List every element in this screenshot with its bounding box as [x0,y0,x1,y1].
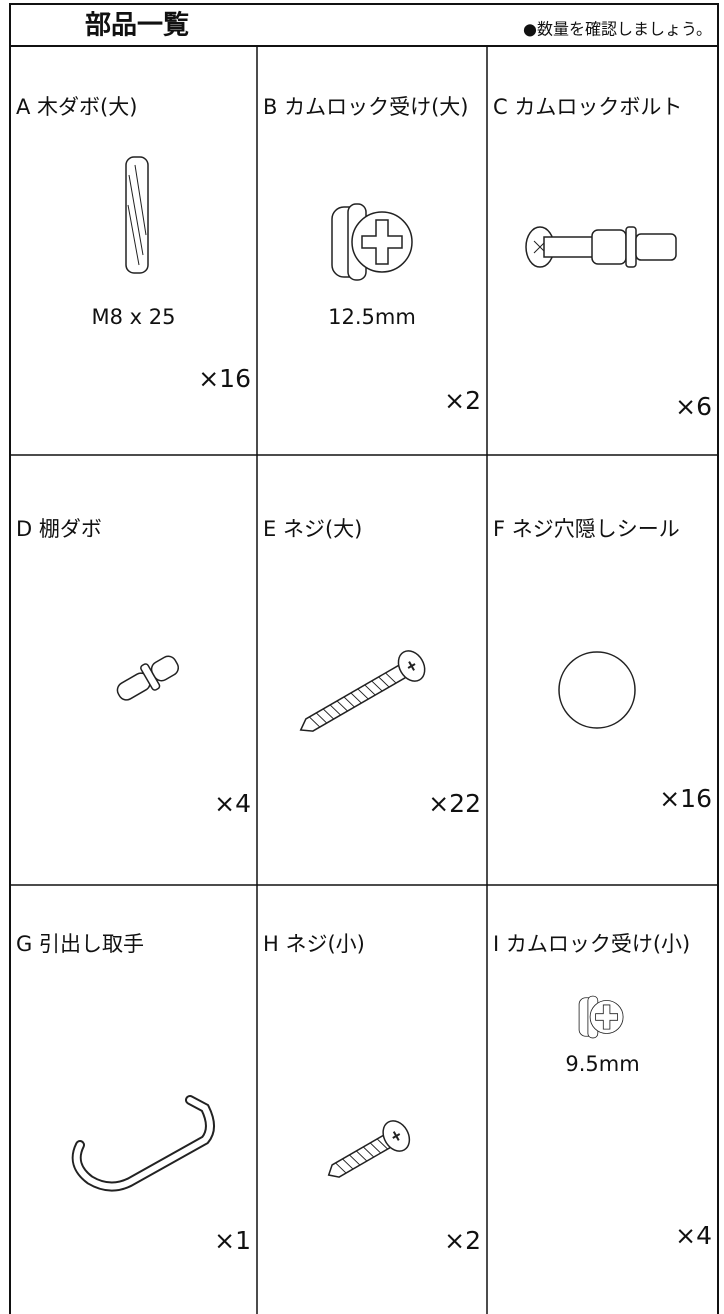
icon-screw-small [327,1120,411,1178]
icon-cam-large [331,203,413,281]
header-title: 部品一覧 [85,11,189,41]
part-label: E ネジ(大) [263,517,362,541]
part-quantity: ×1 [214,1226,251,1255]
part-quantity: ×22 [428,789,481,818]
part-label: I カムロック受け(小) [493,932,690,956]
part-quantity: ×4 [675,1221,712,1250]
icon-dowel [125,156,149,274]
part-quantity: ×2 [444,386,481,415]
icon-cam-bolt [525,226,677,268]
part-label: C カムロックボルト [493,95,682,119]
icon-handle-inner [73,1097,213,1190]
outer-border [9,3,719,1314]
part-label: B カムロック受け(大) [263,95,468,119]
part-quantity: ×16 [659,784,712,813]
part-label: H ネジ(小) [263,932,365,956]
icon-cam-small [578,995,624,1039]
part-label: A 木ダボ(大) [16,95,137,119]
part-label: G 引出し取手 [16,932,144,956]
part-label: D 棚ダボ [16,517,102,541]
part-size: 12.5mm [328,305,416,329]
part-label: F ネジ穴隠しシール [493,517,680,541]
part-quantity: ×2 [444,1226,481,1255]
part-quantity: ×16 [198,364,251,393]
part-size: M8 x 25 [92,305,176,329]
icon-shelf-pin [116,655,179,701]
part-quantity: ×4 [214,789,251,818]
icon-sticker [558,651,636,729]
part-size: 9.5mm [565,1052,639,1076]
header-note: ●数量を確認しましょう。 [523,20,712,39]
part-quantity: ×6 [675,392,712,421]
icon-screw-large [299,650,426,732]
